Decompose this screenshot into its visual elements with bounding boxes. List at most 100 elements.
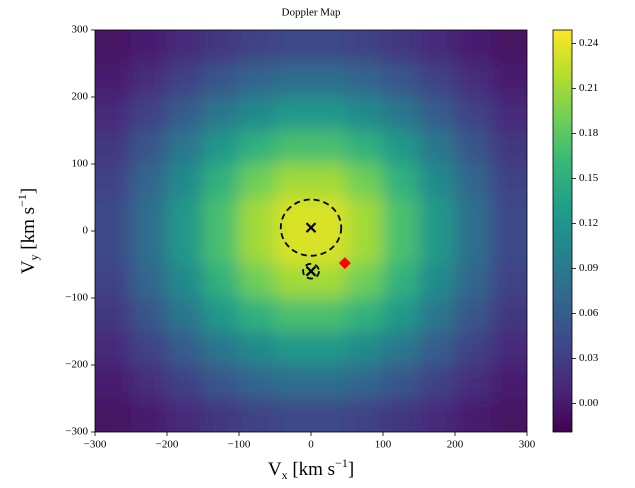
heat-cell	[491, 130, 527, 165]
heat-cell	[383, 164, 420, 199]
heat-cell	[347, 164, 384, 199]
colorbar-tick-label: 0.09	[579, 262, 599, 274]
heat-cell	[275, 398, 312, 432]
x-tick-label: −200	[156, 439, 179, 451]
y-tick-label: 200	[72, 91, 89, 103]
heat-cell	[95, 264, 132, 299]
heat-cell	[203, 398, 240, 432]
heat-cell	[239, 331, 276, 366]
heat-cell	[311, 365, 348, 400]
heat-cell	[383, 331, 420, 366]
heat-cell	[455, 97, 492, 132]
heat-cell	[311, 63, 348, 98]
colorbar-tick-label: 0.15	[579, 172, 599, 184]
heat-cell	[131, 398, 168, 432]
x-tick-label: −300	[84, 439, 107, 451]
colorbar-tick-label: 0.06	[579, 307, 599, 319]
y-tick-label: 100	[72, 158, 89, 170]
heat-cell	[491, 331, 527, 366]
heat-cell	[455, 197, 492, 232]
heat-cell	[203, 130, 240, 165]
heat-cell	[167, 264, 204, 299]
y-label-main: V	[18, 260, 39, 274]
colorbar-tick-label: 0.12	[579, 217, 598, 229]
heat-cell	[95, 164, 132, 199]
x-label-sub: x	[282, 468, 288, 482]
lobe-outline	[302, 262, 320, 280]
heat-cell	[347, 331, 384, 366]
heat-cell	[167, 398, 204, 432]
x-tick-label: 0	[308, 439, 314, 451]
heat-cell	[239, 63, 276, 98]
heat-cell	[419, 398, 456, 432]
heat-cell	[131, 331, 168, 366]
heat-cell	[167, 164, 204, 199]
heat-cell	[383, 97, 420, 132]
heat-cell	[203, 30, 240, 65]
heat-cell	[347, 30, 384, 65]
heat-cell	[311, 398, 348, 432]
heat-cell	[275, 264, 312, 299]
y-axis-label: Vy [km s−1]	[15, 188, 41, 274]
heat-cell	[419, 164, 456, 199]
heat-cell	[167, 30, 204, 65]
y-label-sub: y	[27, 254, 41, 260]
heat-cell	[239, 231, 276, 266]
heat-cell	[347, 97, 384, 132]
heat-cell	[311, 298, 348, 333]
heat-cell	[167, 130, 204, 165]
heat-cell	[311, 331, 348, 366]
heat-cell	[347, 197, 384, 232]
heat-cell	[131, 97, 168, 132]
heat-cell	[347, 231, 384, 266]
lobe-outline	[279, 198, 343, 257]
colorbar	[552, 29, 573, 433]
heat-cell	[167, 298, 204, 333]
chart-title: Doppler Map	[282, 7, 341, 19]
heat-cell	[419, 97, 456, 132]
heat-cell	[167, 197, 204, 232]
y-tick-label: −200	[65, 359, 88, 371]
heat-cell	[491, 97, 527, 132]
heat-cell	[131, 231, 168, 266]
heat-cell	[311, 264, 348, 299]
x-marker	[305, 222, 317, 233]
heat-cell	[383, 365, 420, 400]
heat-cell	[419, 365, 456, 400]
heat-cell	[131, 30, 168, 65]
heat-cell	[383, 298, 420, 333]
heat-cell	[239, 97, 276, 132]
heat-cell	[203, 365, 240, 400]
heat-cell	[239, 298, 276, 333]
heat-cell	[239, 264, 276, 299]
heat-cell	[455, 130, 492, 165]
heat-cell	[275, 130, 312, 165]
heat-cell	[419, 197, 456, 232]
colorbar-tick-label: 0.24	[579, 37, 599, 49]
heat-cell	[347, 365, 384, 400]
x-label-unit: [km s	[288, 459, 336, 480]
heat-cell	[347, 398, 384, 432]
heat-cell	[131, 63, 168, 98]
x-tick-label: 200	[447, 439, 464, 451]
heat-cell	[491, 398, 527, 432]
diamond-marker	[338, 257, 351, 270]
y-tick-label: 0	[83, 225, 89, 237]
heat-cell	[95, 130, 132, 165]
heat-cell	[203, 331, 240, 366]
heat-cell	[239, 130, 276, 165]
heat-cell	[275, 30, 312, 65]
heat-cell	[311, 130, 348, 165]
heat-cell	[95, 331, 132, 366]
heat-cell	[419, 331, 456, 366]
x-tick-label: 300	[519, 439, 536, 451]
heat-cell	[419, 298, 456, 333]
heat-cell	[383, 231, 420, 266]
x-label-end: ]	[348, 459, 354, 480]
heat-cell	[167, 63, 204, 98]
heat-cell	[203, 231, 240, 266]
heat-cell	[491, 30, 527, 65]
heat-cell	[455, 264, 492, 299]
heat-cell	[95, 398, 132, 432]
